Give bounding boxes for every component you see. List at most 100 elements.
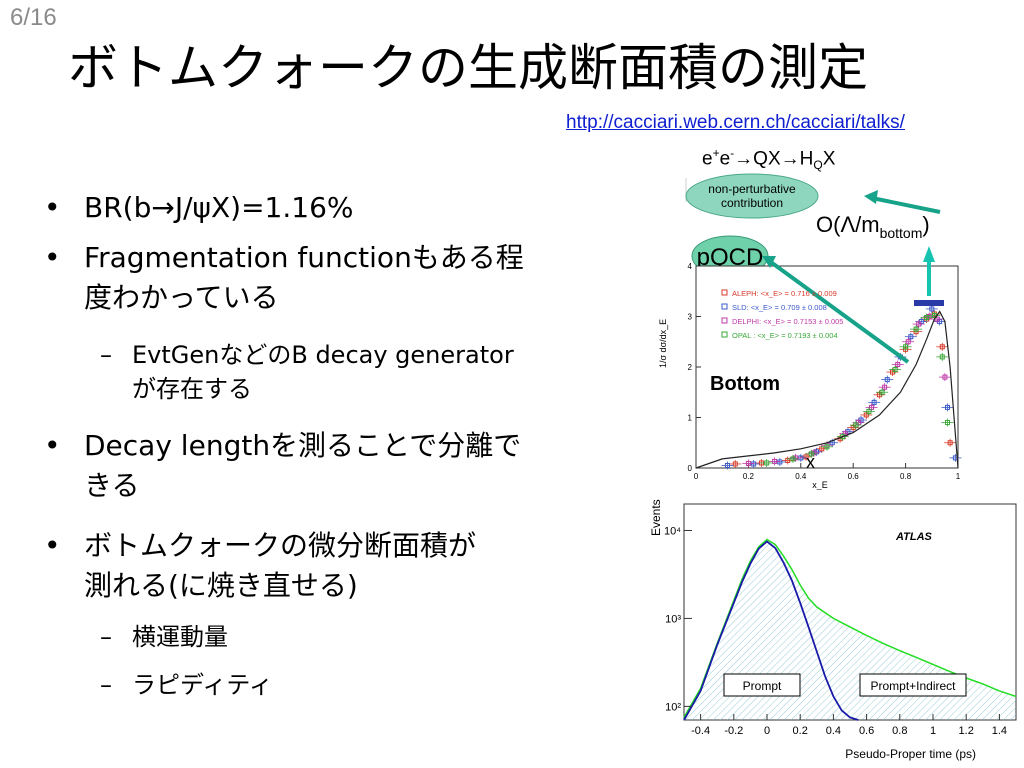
order-label: O(Λ/mbottom) <box>816 212 930 241</box>
frag-xtick-label: 0.2 <box>743 472 755 481</box>
frag-point <box>808 451 814 457</box>
atlas-label: ATLAS <box>895 531 933 543</box>
indirect-box <box>859 673 967 697</box>
frag-ytick-label: 4 <box>688 262 693 271</box>
atlas-xtick-label: 1 <box>930 725 936 737</box>
prompt-box <box>723 673 801 697</box>
frag-point <box>947 440 953 446</box>
frag-point <box>785 457 791 463</box>
frag-point <box>879 389 885 395</box>
frag-ytick-label: 0 <box>688 464 693 473</box>
sub-bullet-pt: 横運動量 <box>100 620 228 654</box>
frag-legend-entry: ALEPH: <x_E> = 0.716 ± 0.009 <box>732 289 837 298</box>
atlas-figure: -0.4 -0.2 0 0.2 0.4 0.6 0.8 1 1.2 1.4 10² 10³ 10⁴ AT… <box>649 499 1017 761</box>
nonpert-label-2: contribution <box>721 196 783 210</box>
indirect-label: Prompt+Indirect <box>870 679 956 693</box>
frag-legend-marker <box>721 317 728 324</box>
frag-point <box>745 460 751 466</box>
frag-ytick-label: 1 <box>688 414 693 423</box>
frag-point <box>863 412 869 418</box>
atlas-xtick-label: 0.2 <box>793 725 808 737</box>
frag-xlabel: x_E <box>812 480 828 490</box>
frag-point <box>929 306 935 312</box>
frag-point <box>866 408 872 414</box>
frag-point <box>937 319 943 325</box>
frag-point <box>869 404 875 410</box>
atlas-xtick-label: -0.4 <box>691 725 710 737</box>
frag-legend-marker <box>721 331 728 338</box>
frag-point <box>840 434 846 440</box>
frag-point <box>916 321 922 327</box>
atlas-ytick-label: 10³ <box>665 613 681 625</box>
frag-point <box>913 326 919 332</box>
frag-point <box>803 454 809 460</box>
theory-curve <box>695 310 959 469</box>
atlas-ylabel: Events <box>649 499 663 536</box>
frag-point <box>892 367 898 373</box>
atlas-xlabel: Pseudo-Proper time (ps) <box>845 747 976 761</box>
frag-point <box>882 384 888 390</box>
atlas-xtick-label: 1.4 <box>992 725 1007 737</box>
frag-point <box>793 455 799 461</box>
frag-xtick-label: 0.8 <box>900 472 912 481</box>
atlas-xtick-label: 0 <box>764 725 770 737</box>
frag-point <box>764 460 770 466</box>
nonpert-label-1: non-perturbative <box>708 182 796 196</box>
frag-ytick-label: 3 <box>688 313 693 322</box>
frag-point <box>939 354 945 360</box>
frag-point <box>824 444 830 450</box>
reference-link[interactable]: http://cacciari.web.cern.ch/cacciari/tal… <box>566 112 905 133</box>
frag-point <box>890 369 895 375</box>
frag-ylabel: 1/σ dσ/dx_E <box>658 319 668 368</box>
slide-title: ボトムクォークの生成断面積の測定 <box>68 39 868 97</box>
frag-point <box>811 450 817 456</box>
frag-point <box>939 344 945 350</box>
frag-point <box>850 425 856 431</box>
bullet-br: BR(b→J/ψX)=1.16% <box>44 188 353 228</box>
frag-xtick-label: 0.4 <box>795 472 807 481</box>
frag-point <box>853 422 859 428</box>
page-number: 6/16 <box>10 4 57 31</box>
frag-point <box>918 319 924 325</box>
frag-point <box>884 377 890 383</box>
nonpert-ellipse <box>685 173 819 219</box>
frag-legend-marker <box>721 289 728 296</box>
bottom-marker <box>914 300 944 306</box>
prompt-label: Prompt <box>743 679 782 693</box>
frag-point <box>871 399 877 405</box>
frag-point <box>924 315 930 321</box>
frag-point <box>895 361 901 367</box>
frag-point <box>777 459 783 465</box>
atlas-ytick-label: 10² <box>665 701 681 713</box>
frag-point <box>858 417 864 423</box>
sub-bullet-rapidity: ラピディティ <box>100 668 273 702</box>
frag-point <box>926 314 932 319</box>
process-formula: e+e-→QX→HQX <box>702 146 836 173</box>
indirect-line <box>683 538 1017 718</box>
frag-point <box>903 344 909 350</box>
frag-legend: ALEPH: <x_E> = 0.716 ± 0.009 SLD: <x_E> =… <box>721 289 843 340</box>
frag-legend-entry: OPAL : <x_E> = 0.7193 ± 0.004 <box>732 331 838 340</box>
frag-legend-entry: DELPHI: <x_E> = 0.7153 ± 0.005 <box>732 317 843 326</box>
frag-point <box>751 461 757 467</box>
frag-point <box>945 420 951 426</box>
frag-point <box>772 458 778 464</box>
frag-point <box>908 334 914 340</box>
frag-legend-entry: SLD: <x_E> = 0.709 ± 0.008 <box>732 303 827 312</box>
bottom-label: Bottom <box>710 373 780 395</box>
atlas-xtick-label: 0.4 <box>826 725 841 737</box>
frag-legend-marker <box>721 303 728 310</box>
frag-point <box>732 461 738 467</box>
frag-point <box>790 456 796 462</box>
prompt-line <box>683 540 859 721</box>
atlas-xtick-label: 0.8 <box>892 725 907 737</box>
frag-xtick-label: 1 <box>956 472 961 481</box>
frag-point <box>905 339 911 345</box>
atlas-xtick-label: 1.2 <box>959 725 974 737</box>
frag-point <box>876 392 882 398</box>
atlas-xtick-label: -0.2 <box>724 725 743 737</box>
